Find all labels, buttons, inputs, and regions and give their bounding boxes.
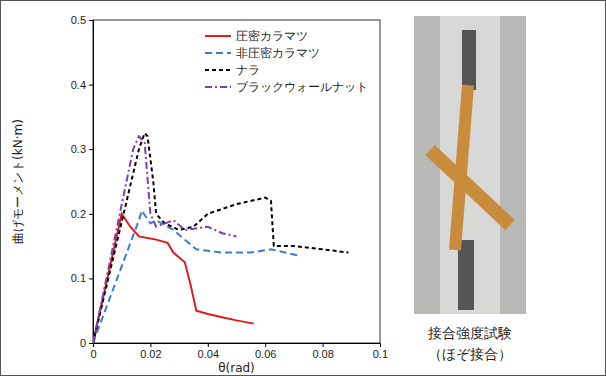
x-tick-label: 0 bbox=[90, 348, 96, 360]
y-tick-label: 0.4 bbox=[71, 79, 86, 91]
legend-swatch bbox=[205, 69, 231, 71]
plot: 0 0.02 0.04 0.06 0.08 0.1 0 0.1 0.2 0.3 0.4 0.5 bbox=[71, 14, 388, 360]
legend-label: ナラ bbox=[236, 63, 260, 77]
caption: （ほぞ接合） bbox=[428, 346, 512, 362]
y-axis-line bbox=[89, 21, 94, 344]
series-line bbox=[93, 133, 348, 343]
y-tick-mark bbox=[89, 149, 93, 150]
legend-item: ナラ bbox=[205, 63, 260, 77]
y-tick-label: 0.5 bbox=[71, 14, 86, 26]
photo bbox=[414, 16, 526, 314]
y-tick: 0.4 bbox=[71, 79, 93, 91]
y-tick: 0.5 bbox=[71, 14, 93, 26]
y-tick-mark bbox=[89, 343, 93, 344]
legend: 圧密カラマツ非圧密カラマツナラブラックウォールナット bbox=[205, 29, 368, 94]
legend-item: 圧密カラマツ bbox=[205, 29, 308, 43]
y-tick-mark bbox=[89, 214, 93, 215]
legend-label: 圧密カラマツ bbox=[236, 29, 308, 43]
x-tick-label: 0.04 bbox=[198, 348, 219, 360]
y-axis: 0 0.1 0.2 0.3 0.4 0.5 bbox=[71, 14, 94, 349]
x-axis-title: θ(rad) bbox=[218, 361, 255, 375]
legend-item: ブラックウォールナット bbox=[205, 80, 368, 94]
y-tick-label: 0 bbox=[80, 337, 86, 349]
y-tick-label: 0.3 bbox=[71, 143, 86, 155]
legend-label: 非圧密カラマツ bbox=[236, 46, 320, 60]
y-axis-title: 曲げモーメント(kN·m) bbox=[11, 119, 25, 244]
x-tick: 0.02 bbox=[140, 343, 161, 360]
y-tick: 0.3 bbox=[71, 143, 93, 155]
x-tick: 0.1 bbox=[373, 343, 388, 360]
x-tick-mark bbox=[323, 343, 324, 347]
y-tick-mark bbox=[89, 85, 93, 86]
caption: 接合強度試験 bbox=[428, 325, 512, 341]
legend-swatch bbox=[205, 35, 231, 37]
y-tick-label: 0.1 bbox=[71, 272, 86, 284]
x-tick-mark bbox=[265, 343, 266, 347]
legend-swatch bbox=[205, 52, 231, 54]
y-tick-mark bbox=[89, 278, 93, 279]
x-tick: 0.08 bbox=[312, 343, 333, 360]
photo-wood bbox=[430, 150, 510, 225]
x-tick-label: 0.02 bbox=[140, 348, 161, 360]
x-tick-label: 0.1 bbox=[373, 348, 388, 360]
x-tick-label: 0.08 bbox=[312, 348, 333, 360]
series-line bbox=[93, 211, 300, 343]
figure: 0 0.02 0.04 0.06 0.08 0.1 0 0.1 0.2 0.3 0.4 0.5 θ(ra… bbox=[0, 0, 606, 376]
x-tick: 0.06 bbox=[255, 343, 276, 360]
y-tick: 0.1 bbox=[71, 272, 93, 284]
x-axis: 0 0.02 0.04 0.06 0.08 0.1 bbox=[90, 343, 388, 360]
legend-item: 非圧密カラマツ bbox=[205, 46, 320, 60]
x-tick: 0.04 bbox=[198, 343, 219, 360]
lines bbox=[93, 133, 348, 343]
x-tick: 0 bbox=[90, 343, 96, 360]
photo-grip bbox=[462, 30, 476, 90]
photo-grip bbox=[458, 240, 474, 310]
y-tick-label: 0.2 bbox=[71, 208, 86, 220]
x-tick-mark bbox=[150, 343, 151, 347]
x-tick-mark bbox=[380, 343, 381, 347]
legend-label: ブラックウォールナット bbox=[236, 80, 368, 94]
x-axis-line bbox=[94, 344, 381, 348]
y-tick-mark bbox=[89, 20, 93, 21]
x-tick-label: 0.06 bbox=[255, 348, 276, 360]
plot-frame bbox=[93, 20, 380, 343]
series-line bbox=[93, 136, 237, 343]
figure-border bbox=[1, 1, 606, 376]
y-tick: 0 bbox=[80, 337, 93, 349]
x-tick-mark bbox=[208, 343, 209, 347]
y-tick: 0.2 bbox=[71, 208, 93, 220]
photo-background bbox=[414, 16, 526, 314]
legend-swatch bbox=[205, 86, 231, 88]
